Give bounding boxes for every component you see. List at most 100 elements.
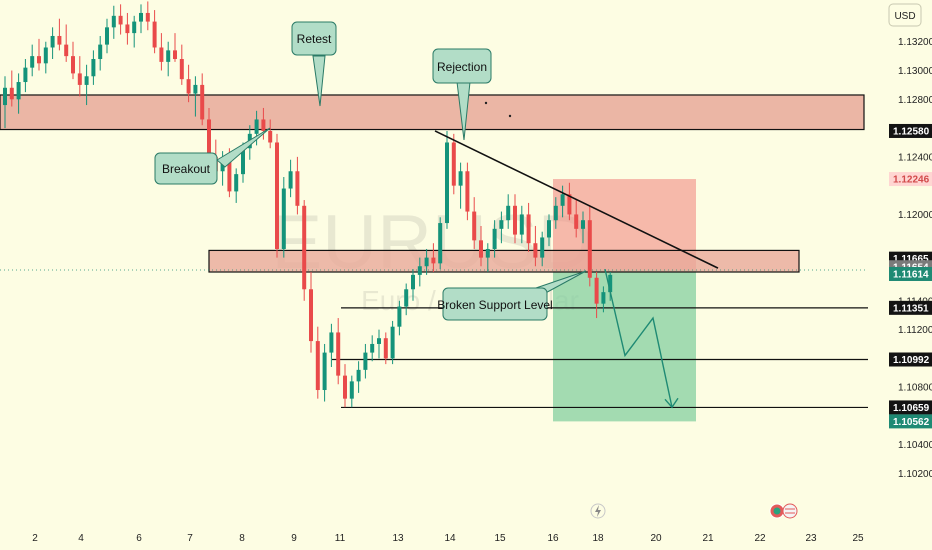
- candle-body: [43, 47, 48, 64]
- candle: [179, 44, 184, 85]
- candle: [438, 217, 443, 270]
- candle: [30, 44, 35, 77]
- candle-body: [64, 44, 69, 57]
- y-tick-label: 1.12400: [898, 152, 932, 163]
- candle: [145, 1, 150, 31]
- callout-retest-label: Retest: [297, 32, 332, 46]
- candle-body: [200, 84, 205, 120]
- price-tag: 1.12246: [889, 172, 932, 187]
- candle-body: [139, 12, 143, 22]
- candle-body: [234, 174, 239, 192]
- x-tick-label: 7: [187, 533, 193, 544]
- candle: [499, 211, 504, 244]
- y-tick-label: 1.12000: [898, 210, 932, 221]
- candle: [132, 15, 137, 48]
- candle: [390, 320, 395, 365]
- candle: [506, 194, 511, 229]
- price-tag: 1.11614: [889, 266, 932, 281]
- y-tick-label: 1.10200: [898, 469, 932, 480]
- candle-body: [268, 130, 273, 143]
- candle-body: [322, 352, 327, 391]
- lightning-icon: [595, 505, 601, 517]
- candle-body: [84, 76, 89, 85]
- candle: [71, 41, 75, 80]
- candle-body: [479, 240, 483, 258]
- x-tick-label: 6: [136, 533, 142, 544]
- candle-body: [343, 375, 347, 399]
- price-tag-bg: [889, 400, 932, 415]
- candle-body: [37, 56, 41, 64]
- price-tag-bg: [889, 300, 932, 315]
- candle: [601, 286, 606, 313]
- projection-polyline[interactable]: [604, 268, 673, 408]
- candle: [105, 18, 109, 54]
- candle-body: [587, 220, 592, 278]
- price-tag: 1.11351: [889, 300, 932, 315]
- currency-badge[interactable]: USD: [888, 3, 922, 27]
- descending-trendline[interactable]: [434, 130, 719, 269]
- candle-body: [465, 171, 470, 212]
- candle-body: [207, 119, 211, 157]
- candle: [336, 318, 341, 385]
- candle: [118, 4, 123, 35]
- candle: [288, 159, 293, 198]
- price-tag-bg: [889, 352, 932, 367]
- candle-body: [526, 214, 531, 244]
- callout-breakout[interactable]: Breakout: [154, 127, 271, 185]
- price-tag: 1.12580: [889, 123, 932, 138]
- candle: [98, 35, 103, 71]
- x-tick-label: 16: [547, 533, 559, 544]
- time-axis[interactable]: 2 4 6 7 8 9 11 13 14 15 16 18 20 21 22 23 25: [32, 503, 864, 544]
- candle-body: [23, 67, 28, 83]
- callout-broken-support[interactable]: Broken Support Level: [437, 270, 587, 321]
- candle-body: [118, 15, 123, 25]
- candle-body: [424, 257, 429, 267]
- callout-retest[interactable]: Retest: [291, 21, 337, 107]
- candle: [16, 73, 21, 114]
- candle: [567, 182, 572, 221]
- candle: [356, 361, 361, 393]
- candlestick-series: [3, 1, 613, 408]
- candle-body: [485, 248, 490, 258]
- x-tick-label: 13: [392, 533, 404, 544]
- candle-body: [567, 194, 572, 215]
- horizontal-levels: [0, 269, 868, 409]
- candle-body: [431, 257, 436, 264]
- candle-body: [152, 21, 157, 48]
- candle-body: [329, 332, 334, 353]
- callout-rejection[interactable]: Rejection: [432, 48, 492, 141]
- price-axis[interactable]: USD 1.13200 1.13000 1.12800 1.12400 1.12000 1…: [868, 0, 932, 550]
- x-tick-label: 15: [494, 533, 506, 544]
- candle: [302, 200, 307, 301]
- candle: [581, 211, 585, 244]
- candle-body: [91, 59, 96, 77]
- resistance-zone[interactable]: [0, 94, 865, 131]
- candle-body: [553, 205, 558, 221]
- candle-body: [363, 352, 368, 370]
- marker-dot: [484, 101, 488, 105]
- candle-body: [445, 142, 449, 224]
- price-tag-label: 1.12246: [893, 175, 930, 186]
- candle-body: [295, 171, 300, 206]
- x-tick-label: 18: [592, 533, 604, 544]
- candle-body: [50, 35, 55, 48]
- candle: [268, 119, 273, 149]
- projection-path[interactable]: [604, 268, 679, 409]
- broken-support-zone[interactable]: [208, 249, 800, 273]
- candle: [91, 50, 96, 85]
- candle: [411, 269, 415, 301]
- candle: [234, 168, 239, 203]
- candle: [472, 197, 477, 249]
- candle-body: [166, 50, 171, 62]
- candle-body: [241, 148, 245, 175]
- candle: [322, 343, 327, 402]
- event-icons: [590, 503, 798, 519]
- candle-body: [540, 237, 545, 258]
- candle: [77, 56, 82, 97]
- candle-body: [179, 59, 184, 80]
- price-tag: 1.10562: [889, 414, 932, 429]
- price-tag-label: 1.10562: [893, 417, 930, 428]
- take-profit-zone[interactable]: [553, 269, 696, 422]
- x-tick-label: 14: [444, 533, 456, 544]
